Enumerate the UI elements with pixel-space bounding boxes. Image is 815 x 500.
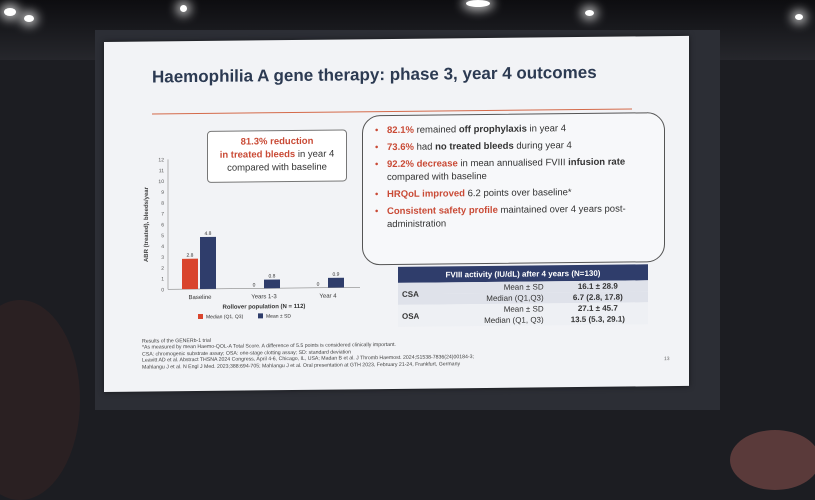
slide: Haemophilia A gene therapy: phase 3, yea… <box>104 36 689 392</box>
y-tick-label: 7 <box>161 212 164 218</box>
bullet-text: had <box>414 142 435 153</box>
legend-swatch <box>198 314 203 319</box>
bullet-bold: no treated bleeds <box>435 141 514 153</box>
bullet-bold: off prophylaxis <box>459 124 527 136</box>
data-label: 0.8 <box>269 274 276 280</box>
bullet-emphasis: HRQoL improved <box>387 188 465 200</box>
ceiling-light <box>795 14 803 20</box>
bullet-text: remained <box>414 124 459 135</box>
bullet-emphasis: 92.2% decrease <box>387 158 458 170</box>
outcome-bullet: 82.1% remained off prophylaxis in year 4 <box>375 121 654 137</box>
y-tick-label: 2 <box>161 266 164 272</box>
assay-label: CSA <box>398 282 439 304</box>
stat-value-text: 13.5 (5.3, 29.1) <box>571 315 625 325</box>
bullet-emphasis: 73.6% <box>387 142 414 153</box>
x-tick-label: Baseline <box>188 295 212 301</box>
slide-title: Haemophilia A gene therapy: phase 3, yea… <box>152 63 622 88</box>
assay-label: OSA <box>398 304 439 326</box>
bullet-bold: infusion rate <box>568 157 625 169</box>
ceiling-light <box>4 8 16 16</box>
y-tick-label: 0 <box>161 287 164 293</box>
ceiling-light <box>466 0 490 7</box>
audience-head <box>0 300 80 500</box>
bullet-text: during year 4 <box>514 140 572 152</box>
bullet-emphasis: Consistent safety profile <box>387 205 498 217</box>
y-tick-label: 9 <box>161 190 164 196</box>
stat-value-text: 6.7 (2.8, 17.8) <box>573 293 623 303</box>
stat-label: Median (Q1, Q3) <box>439 314 548 326</box>
y-tick-label: 8 <box>161 201 164 207</box>
legend-entry: Mean ± SD <box>266 314 291 320</box>
outcome-bullet: HRQoL improved 6.2 points over baseline* <box>375 185 654 201</box>
bullet-text: in mean annualised FVIII <box>458 157 568 169</box>
y-tick-label: 5 <box>161 233 164 239</box>
x-axis-label: Rollover population (N = 112) <box>223 304 306 311</box>
audience-head <box>730 430 815 490</box>
y-tick-label: 10 <box>158 179 164 185</box>
ceiling-light <box>585 10 594 16</box>
legend-swatch <box>258 313 263 318</box>
fviii-activity-table: FVIII activity (IU/dL) after 4 years (N=… <box>398 264 648 327</box>
bar <box>264 279 280 288</box>
footnotes: Results of the GENERb-1 trial *As measur… <box>142 333 662 370</box>
y-tick-label: 1 <box>161 277 164 283</box>
bar <box>328 278 344 288</box>
y-tick-label: 12 <box>158 157 164 163</box>
y-tick-label: 11 <box>159 168 164 174</box>
bullet-text: 6.2 points over baseline* <box>465 187 572 199</box>
bullet-text: compared with baseline <box>387 171 487 183</box>
data-label: 2.8 <box>187 253 194 259</box>
bar <box>200 237 216 289</box>
stat-value: 13.5 (5.3, 29.1) <box>548 313 648 325</box>
data-label: 0 <box>317 282 320 288</box>
y-tick-label: 6 <box>161 222 164 228</box>
y-tick-label: 4 <box>161 244 164 250</box>
bar <box>182 259 198 290</box>
y-tick-label: 3 <box>161 255 164 261</box>
page-number: 13 <box>664 356 670 362</box>
outcome-bullet: Consistent safety profile maintained ove… <box>375 202 654 231</box>
data-label: 4.8 <box>205 231 212 237</box>
bullet-text: in year 4 <box>527 123 566 134</box>
outcomes-box: 82.1% remained off prophylaxis in year 4… <box>362 112 665 265</box>
y-axis-label: ABR (treated), bleeds/year <box>144 186 150 262</box>
outcome-bullet: 92.2% decrease in mean annualised FVIII … <box>375 155 654 184</box>
legend-entry: Median (Q1, Q3) <box>206 314 244 320</box>
data-label: 0.9 <box>333 272 340 278</box>
x-tick-label: Years 1-3 <box>251 294 277 300</box>
ceiling-light <box>180 5 187 12</box>
ceiling-light <box>24 15 34 22</box>
x-tick-label: Year 4 <box>319 294 337 300</box>
data-label: 0 <box>253 282 256 288</box>
outcome-bullet: 73.6% had no treated bleeds during year … <box>375 138 654 154</box>
bullet-emphasis: 82.1% <box>387 125 414 136</box>
